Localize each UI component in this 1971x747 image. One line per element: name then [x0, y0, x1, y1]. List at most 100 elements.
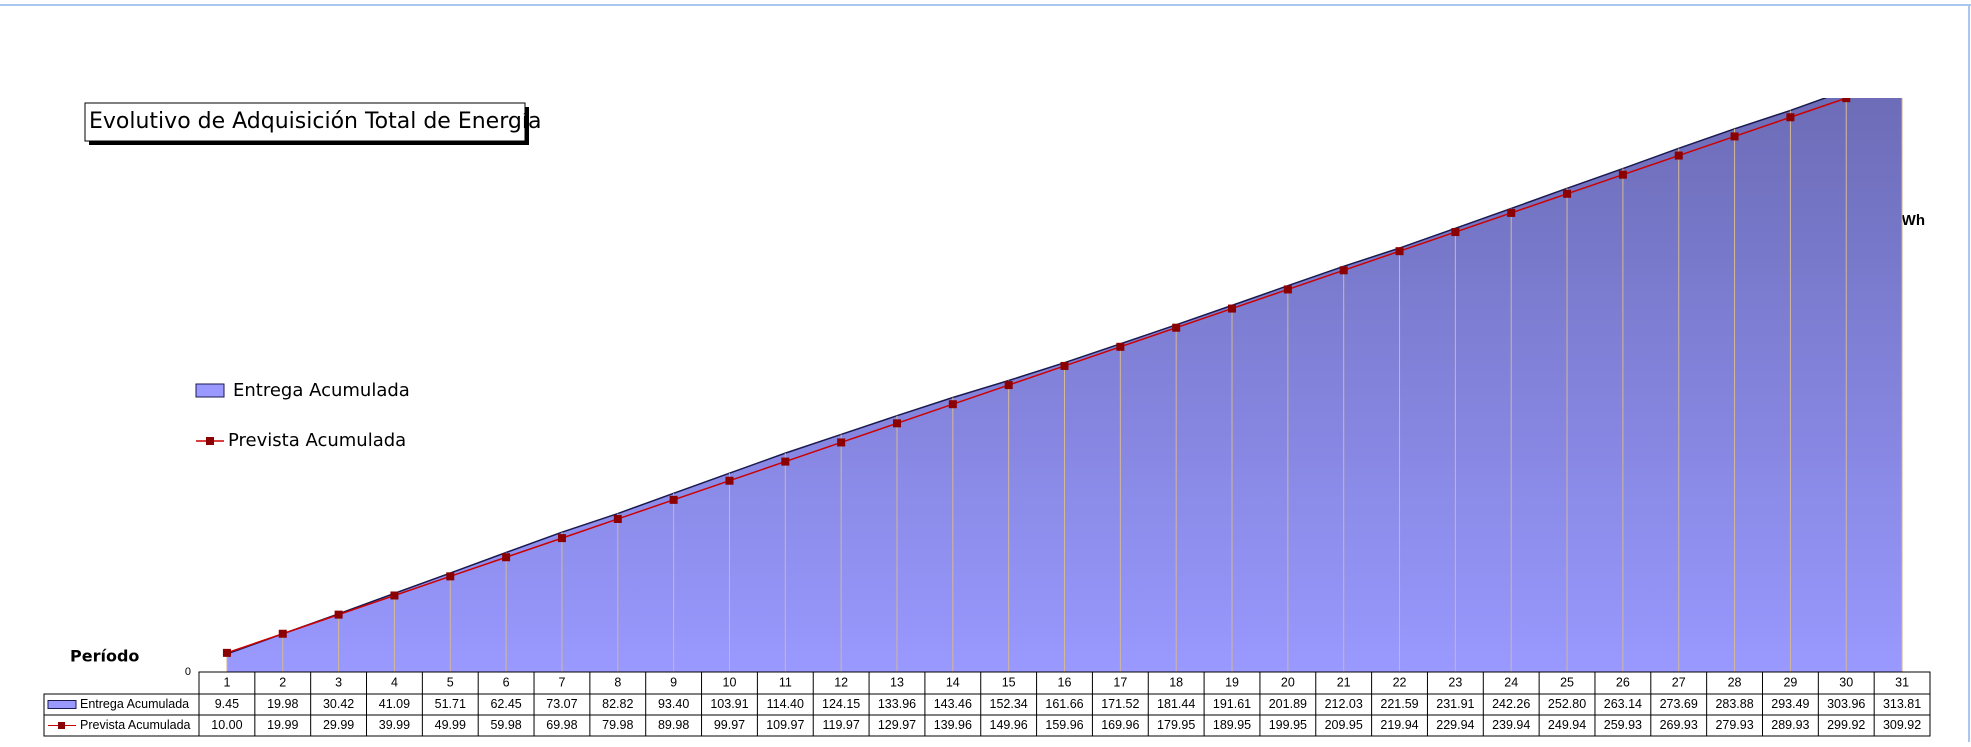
- table-value: 143.46: [934, 697, 972, 711]
- table-value: 161.66: [1045, 697, 1083, 711]
- table-value: 69.98: [546, 718, 577, 732]
- table-value: 41.09: [379, 697, 410, 711]
- table-value: 229.94: [1436, 718, 1474, 732]
- marker: [669, 495, 678, 504]
- table-value: 239.94: [1492, 718, 1530, 732]
- marker: [1563, 189, 1572, 198]
- x-tick-label: 17: [1113, 675, 1127, 689]
- x-tick-label: 2: [279, 675, 286, 689]
- marker: [1116, 342, 1125, 351]
- marker: [837, 438, 846, 447]
- marker: [1228, 304, 1237, 313]
- marker: [1172, 323, 1181, 332]
- x-tick-label: 29: [1783, 675, 1797, 689]
- table-value: 99.97: [714, 718, 745, 732]
- y-tick-label: 0: [185, 666, 191, 678]
- table-value: 79.98: [602, 718, 633, 732]
- marker: [557, 534, 566, 543]
- marker: [1674, 151, 1683, 160]
- table-value: 159.96: [1045, 718, 1083, 732]
- table-value: 93.40: [658, 697, 689, 711]
- table-value: 189.95: [1213, 718, 1251, 732]
- table-value: 313.81: [1883, 697, 1921, 711]
- table-value: 231.91: [1436, 697, 1474, 711]
- marker: [1898, 75, 1906, 83]
- x-tick-label: 22: [1393, 675, 1407, 689]
- marker: [1283, 285, 1292, 294]
- table-value: 299.92: [1827, 718, 1865, 732]
- x-tick-label: 1: [223, 675, 230, 689]
- legend-key: [206, 437, 214, 445]
- table-value: 139.96: [934, 718, 972, 732]
- x-tick-label: 11: [779, 675, 792, 689]
- legend-label: Entrega Acumulada: [233, 380, 410, 401]
- legend-label: Prevista Acumulada: [228, 430, 406, 451]
- x-tick-label: 27: [1672, 675, 1686, 689]
- table-value: 269.93: [1660, 718, 1698, 732]
- marker: [892, 419, 901, 428]
- marker: [1004, 381, 1013, 390]
- table-value: 181.44: [1157, 697, 1195, 711]
- marker: [334, 610, 343, 619]
- x-tick-label: 3: [335, 675, 342, 689]
- x-tick-label: 4: [391, 675, 398, 689]
- x-tick-label: 14: [946, 675, 960, 689]
- table-value: 109.97: [766, 718, 804, 732]
- x-tick-label: 26: [1616, 675, 1630, 689]
- table-value: 209.95: [1325, 718, 1363, 732]
- table-value: 252.80: [1548, 697, 1586, 711]
- table-value: 133.96: [878, 697, 916, 711]
- table-value: 242.26: [1492, 697, 1530, 711]
- marker: [1339, 266, 1348, 275]
- x-tick-label: 15: [1002, 675, 1016, 689]
- legend-key: [195, 383, 225, 398]
- table-value: 249.94: [1548, 718, 1586, 732]
- table-value: 171.52: [1101, 697, 1139, 711]
- marker: [1842, 98, 1851, 103]
- table-key: [58, 722, 65, 729]
- marker: [446, 572, 455, 581]
- table-value: 191.61: [1213, 697, 1251, 711]
- table-value: 219.94: [1380, 718, 1418, 732]
- x-tick-label: 21: [1337, 675, 1351, 689]
- x-tick-label: 7: [558, 675, 565, 689]
- marker: [1060, 361, 1069, 370]
- table-value: 114.40: [767, 697, 804, 711]
- x-tick-label: 24: [1504, 675, 1518, 689]
- title-box: [84, 102, 526, 142]
- table-key: [47, 700, 77, 709]
- marker: [390, 591, 399, 600]
- x-tick-label: 19: [1225, 675, 1239, 689]
- table-value: 82.82: [602, 697, 633, 711]
- x-tick-label: 16: [1058, 675, 1072, 689]
- table-value: 303.96: [1827, 697, 1865, 711]
- table-value: 283.88: [1715, 697, 1753, 711]
- table-value: 129.97: [878, 718, 916, 732]
- table-value: 62.45: [490, 697, 521, 711]
- table-value: 221.59: [1380, 697, 1418, 711]
- table-value: 29.99: [323, 718, 354, 732]
- table-value: 59.98: [490, 718, 521, 732]
- x-tick-label: 31: [1895, 675, 1909, 689]
- x-tick-label: 28: [1728, 675, 1742, 689]
- table-value: 293.49: [1771, 697, 1809, 711]
- marker: [1507, 208, 1516, 217]
- table-value: 19.99: [267, 718, 298, 732]
- x-tick-label: 5: [447, 675, 454, 689]
- marker: [222, 648, 231, 657]
- x-tick-label: 20: [1281, 675, 1295, 689]
- x-tick-label: 8: [614, 675, 621, 689]
- table-value: 103.91: [710, 697, 748, 711]
- table-value: 89.98: [658, 718, 689, 732]
- table-value: 149.96: [990, 718, 1028, 732]
- marker: [278, 629, 287, 638]
- table-series-name: Entrega Acumulada: [80, 697, 189, 711]
- table-value: 263.14: [1604, 697, 1642, 711]
- x-tick-label: 12: [834, 675, 848, 689]
- marker: [948, 400, 957, 409]
- marker: [1395, 247, 1404, 256]
- table-value: 309.92: [1883, 718, 1921, 732]
- table-value: 30.42: [323, 697, 354, 711]
- table-value: 73.07: [546, 697, 577, 711]
- x-tick-label: 9: [670, 675, 677, 689]
